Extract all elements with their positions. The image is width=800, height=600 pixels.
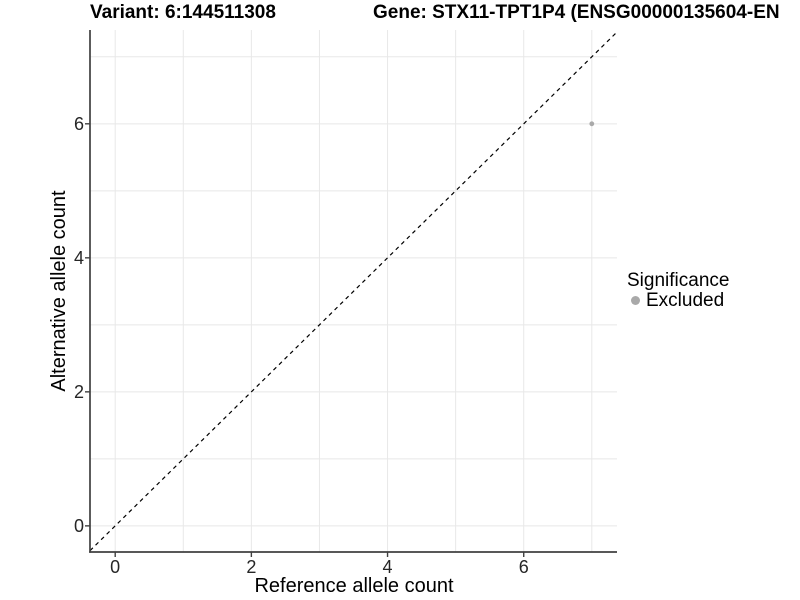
y-tick-label: 4	[73, 247, 84, 268]
data-point	[589, 121, 595, 127]
legend-point-icon	[631, 296, 640, 305]
x-tick-label: 6	[518, 557, 529, 577]
y-tick-label: 0	[73, 515, 84, 536]
x-tick-label: 2	[246, 557, 257, 577]
y-axis-title: Alternative allele count	[48, 190, 70, 392]
x-axis-title: Reference allele count	[254, 575, 454, 597]
y-tick-label: 6	[73, 113, 84, 134]
plot-title-variant: Variant: 6:144511308	[90, 2, 276, 23]
x-tick-label: 4	[382, 557, 393, 577]
legend-item-label: Excluded	[646, 290, 725, 311]
legend: Significance Excluded	[627, 271, 729, 310]
legend-title: Significance	[627, 270, 730, 291]
identity-line	[89, 31, 618, 552]
x-tick-label: 0	[110, 557, 121, 577]
plot-title-gene: Gene: STX11-TPT1P4 (ENSG00000135604-EN	[373, 2, 780, 23]
y-tick-label: 2	[73, 381, 84, 402]
legend-item: Excluded	[631, 291, 729, 310]
